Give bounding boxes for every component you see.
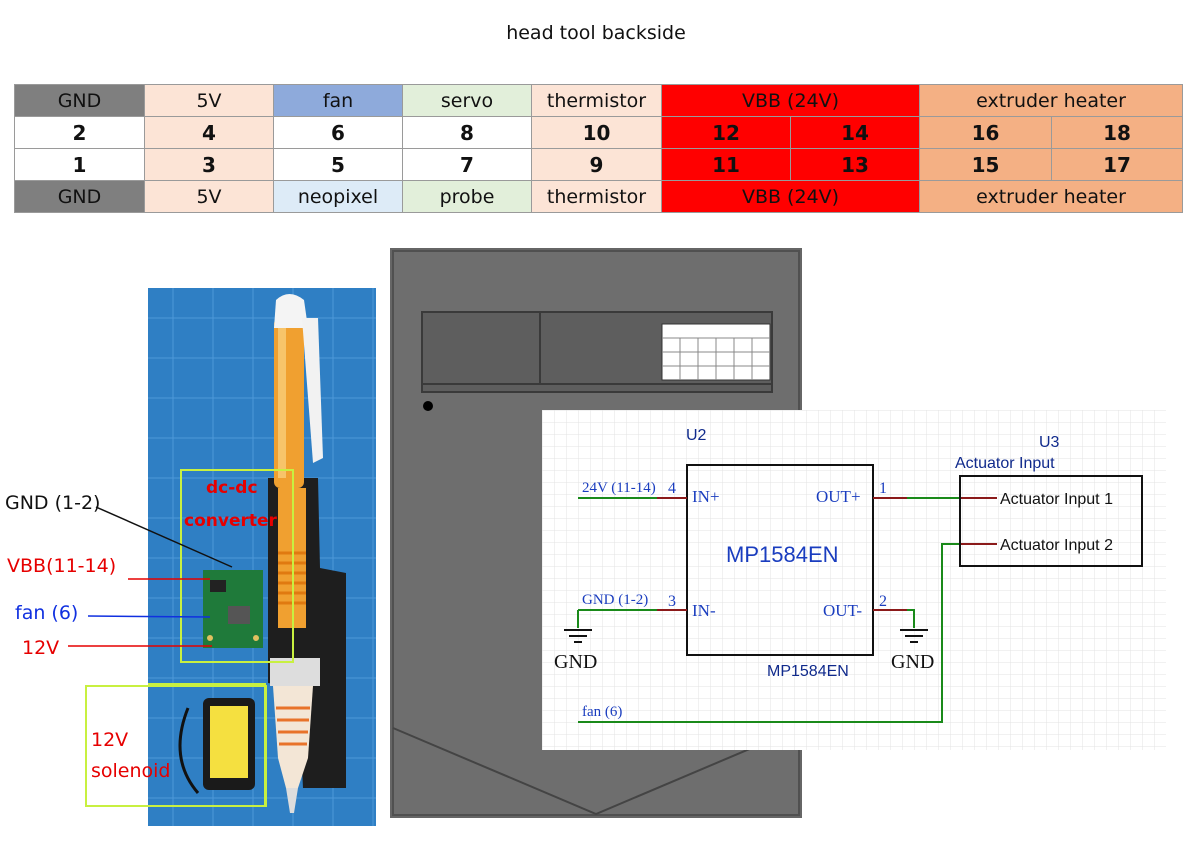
u2-body [686, 464, 874, 656]
12v-label: 12V [22, 637, 60, 659]
pin-table-cell: 1 [14, 148, 145, 181]
pin-table-cell: 16 [919, 116, 1053, 149]
pin-table-cell: 17 [1051, 148, 1184, 181]
gnd-label: GND (1-2) [5, 492, 101, 514]
pin-table-cell: GND [14, 180, 145, 213]
pin-table-cell: 2 [14, 116, 145, 149]
pin-table-row: 2 4 6 8 10 12 14 16 18 [14, 116, 1184, 149]
net-gnd-in: GND (1-2) [582, 592, 648, 608]
pin-table-cell: extruder heater [919, 84, 1184, 117]
pin-3: 3 [668, 593, 676, 610]
pin-out-minus: OUT- [823, 601, 862, 620]
pin-table-row: 1 3 5 7 9 11 13 15 17 [14, 148, 1184, 181]
pin-table-row: GND 5V fan servo thermistor VBB (24V) extruder… [14, 84, 1184, 117]
pin-table-cell: extruder heater [919, 180, 1184, 213]
pin-table-cell: 4 [144, 116, 274, 149]
pin-table-cell: 15 [919, 148, 1053, 181]
pin-table-cell: 9 [531, 148, 662, 181]
pin-4: 4 [668, 480, 676, 497]
pin-table-cell: 11 [661, 148, 791, 181]
pin-table-cell: 14 [789, 116, 921, 149]
vbb-label: VBB(11-14) [7, 555, 117, 577]
pin-table-row: GND 5V neopixel probe thermistor VBB (24V) ext… [14, 180, 1184, 213]
pin-table-cell: 8 [402, 116, 532, 149]
pin-table-cell: 12 [661, 116, 791, 149]
u2-value: MP1584EN [767, 663, 849, 680]
pin-table-cell: thermistor [531, 84, 662, 117]
pin-table-cell: neopixel [273, 180, 403, 213]
pin-table-cell: fan [273, 84, 403, 117]
converter-label-line2: converter [184, 511, 277, 531]
u2-name: MP1584EN [726, 542, 839, 567]
head-tool-photo [148, 288, 376, 826]
pin-table-cell: probe [402, 180, 532, 213]
pin-in-plus: IN+ [692, 487, 720, 506]
net-24v: 24V (11-14) [582, 480, 656, 496]
pin-2: 2 [879, 593, 887, 610]
pin-out-plus: OUT+ [816, 487, 861, 506]
fan-label: fan (6) [15, 602, 79, 624]
pin-table-cell: 5V [144, 84, 274, 117]
gnd-symbol-left: GND [554, 651, 597, 673]
pin-table-cell: thermistor [531, 180, 662, 213]
pin-table-cell: 18 [1051, 116, 1184, 149]
solenoid-label-line1: 12V [91, 729, 129, 751]
solenoid-label-line2: solenoid [91, 760, 171, 782]
pin-1: 1 [879, 480, 887, 497]
schematic-diagram: U2 MP1584EN MP1584EN IN+ IN- OUT+ OUT- 4… [542, 410, 1166, 750]
pin-table-cell: 6 [273, 116, 403, 149]
u3-pin-actuator-input-1: Actuator Input 1 [1000, 491, 1113, 508]
u3-pin-actuator-input-2: Actuator Input 2 [1000, 537, 1113, 554]
pin-table: GND 5V fan servo thermistor VBB (24V) extruder… [14, 84, 1184, 213]
pin-table-cell: 7 [402, 148, 532, 181]
gnd-symbol-right: GND [891, 651, 934, 673]
pin-table-cell: VBB (24V) [660, 180, 921, 213]
page-title: head tool backside [506, 22, 686, 44]
u3-body [959, 475, 1143, 567]
u3-name: Actuator Input [955, 455, 1055, 472]
net-fan: fan (6) [582, 704, 622, 720]
pin-table-cell: servo [402, 84, 532, 117]
pin-table-cell: 3 [144, 148, 274, 181]
pin-table-cell: 13 [789, 148, 921, 181]
pin-in-minus: IN- [692, 601, 716, 620]
converter-label-line1: dc-dc [206, 478, 258, 498]
u3-ref: U3 [1039, 434, 1060, 451]
u2-ref: U2 [686, 427, 707, 444]
